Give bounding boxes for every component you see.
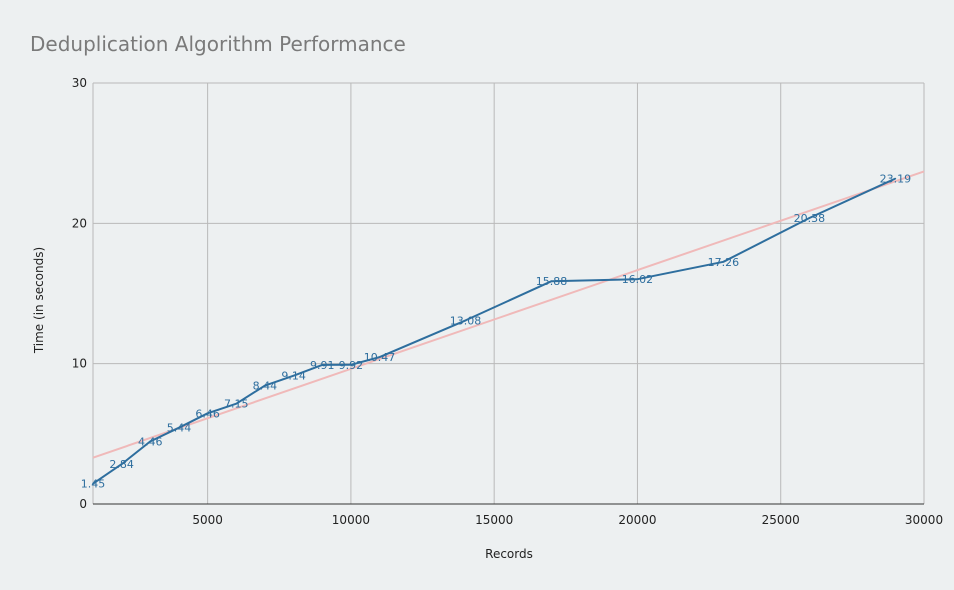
data-label: 8.44	[253, 380, 278, 393]
data-point	[378, 356, 381, 358]
data-label: 1.45	[81, 478, 106, 491]
data-label: 17.26	[708, 256, 740, 269]
data-point	[235, 402, 238, 405]
y-axis-label: Time (in seconds)	[32, 247, 46, 354]
data-point	[149, 440, 152, 443]
x-axis-label: Records	[485, 547, 533, 561]
chart-title: Deduplication Algorithm Performance	[30, 32, 406, 56]
data-label: 13.08	[450, 314, 482, 327]
data-label: 20.38	[794, 212, 826, 225]
data-point	[264, 384, 266, 387]
x-tick-label: 10000	[332, 513, 370, 527]
data-label: 15.88	[536, 275, 568, 288]
data-point	[636, 278, 639, 280]
data-label: 2.84	[109, 458, 134, 471]
data-label: 9.91	[310, 359, 335, 372]
axes: 0 10 20 30 5000 10000 15000 20000 25000 30000	[72, 76, 943, 527]
data-point	[894, 177, 897, 180]
data-labels: 1.452.84 4.46 5.446.46 7.15 8.449.14 9.91 9.92…	[81, 173, 911, 491]
data-point	[350, 363, 352, 366]
data-point	[292, 374, 295, 377]
x-tick-label: 30000	[905, 513, 943, 527]
x-tick-label: 20000	[618, 513, 656, 527]
x-tick-label: 25000	[762, 513, 800, 527]
data-label: 9.92	[339, 359, 364, 372]
data-label: 23.19	[880, 173, 912, 186]
data-point	[550, 280, 553, 282]
x-tick-label: 15000	[475, 513, 513, 527]
series-group	[92, 177, 897, 485]
data-label: 5.44	[167, 422, 192, 435]
y-tick-label: 30	[72, 76, 87, 90]
data-point	[92, 482, 94, 485]
y-tick-label: 20	[72, 216, 87, 230]
x-tick-label: 5000	[192, 513, 223, 527]
data-label: 10.47	[364, 351, 396, 364]
trendline-group	[92, 170, 925, 459]
data-point	[808, 217, 811, 219]
data-point	[464, 319, 467, 322]
data-point	[206, 412, 209, 415]
y-tick-label: 0	[79, 497, 87, 511]
data-point	[321, 364, 324, 366]
data-point	[178, 426, 180, 429]
data-point	[120, 463, 123, 465]
data-label: 16.02	[622, 273, 654, 286]
y-tick-label: 10	[72, 357, 87, 371]
trendline	[92, 170, 925, 459]
data-label: 6.46	[195, 407, 220, 420]
data-label: 9.14	[281, 370, 306, 383]
data-label: 7.15	[224, 398, 249, 411]
data-point	[722, 260, 725, 263]
data-label: 4.46	[138, 435, 163, 448]
grid-lines	[92, 82, 925, 504]
